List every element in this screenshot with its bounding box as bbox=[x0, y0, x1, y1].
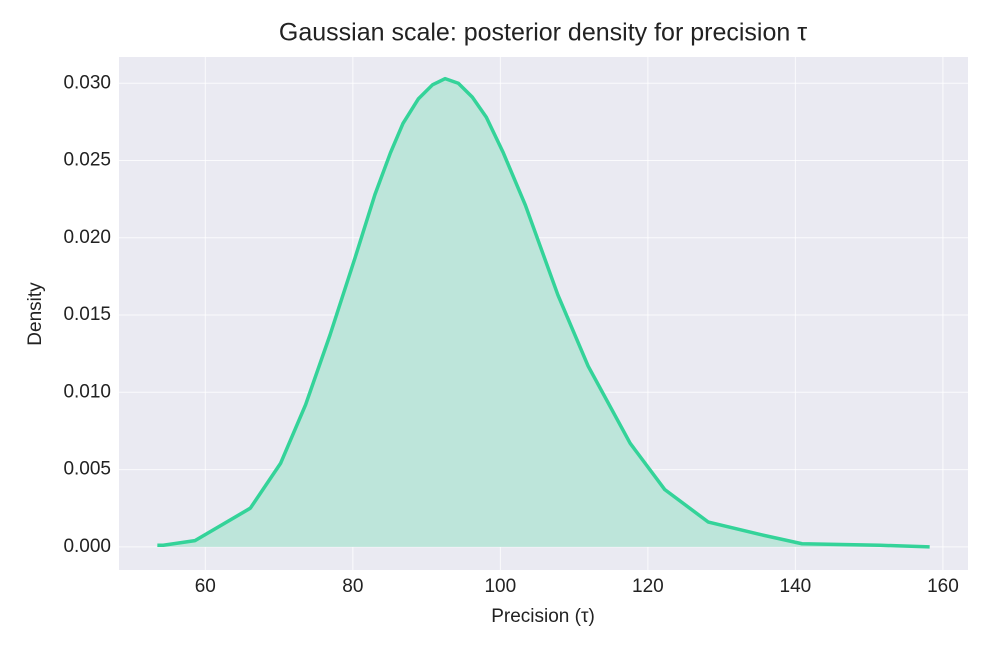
y-tick-label: 0.015 bbox=[63, 304, 111, 325]
x-tick-label: 80 bbox=[342, 576, 363, 597]
x-tick-label: 140 bbox=[780, 576, 812, 597]
x-tick-label: 160 bbox=[927, 576, 959, 597]
area-fill bbox=[157, 78, 930, 547]
x-tick-label: 100 bbox=[484, 576, 516, 597]
y-tick-label: 0.030 bbox=[63, 72, 111, 93]
y-tick-label: 0.025 bbox=[63, 150, 111, 171]
y-tick-label: 0.010 bbox=[63, 381, 111, 402]
y-tick-label: 0.020 bbox=[63, 227, 111, 248]
y-axis-label: Density bbox=[25, 282, 46, 346]
y-tick-label: 0.000 bbox=[63, 536, 111, 557]
x-tick-label: 60 bbox=[195, 576, 216, 597]
density-line bbox=[157, 76, 930, 549]
x-tick-label: 120 bbox=[632, 576, 664, 597]
x-axis-label: Precision (τ) bbox=[491, 606, 595, 627]
y-tick-label: 0.005 bbox=[63, 459, 111, 480]
chart-title: Gaussian scale: posterior density for pr… bbox=[279, 19, 807, 47]
